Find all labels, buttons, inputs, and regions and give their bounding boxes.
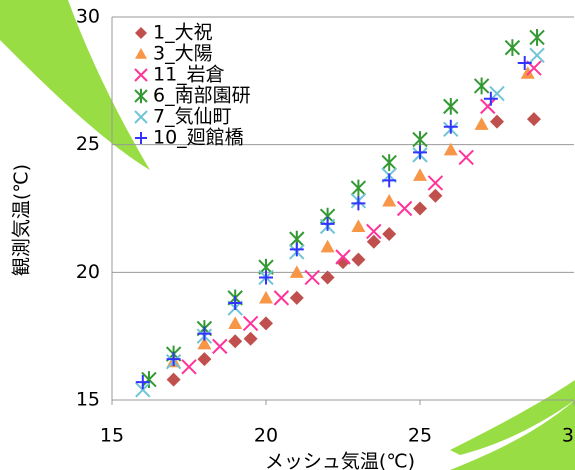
y-tick-label: 20: [76, 261, 100, 283]
point: [351, 253, 365, 267]
point: [490, 115, 504, 129]
point: [213, 339, 227, 353]
point: [259, 316, 273, 330]
legend-marker: [135, 111, 147, 123]
point: [459, 150, 473, 164]
point: [142, 371, 156, 388]
point: [290, 291, 304, 305]
point: [351, 219, 365, 232]
x-axis-label: メッシュ気温(℃): [265, 451, 415, 470]
point: [382, 227, 396, 241]
point: [228, 334, 242, 348]
point: [518, 56, 532, 70]
point: [475, 78, 489, 95]
point: [244, 316, 258, 330]
point: [444, 98, 458, 115]
point: [413, 168, 427, 181]
y-tick-label: 25: [76, 133, 100, 155]
point: [382, 154, 396, 171]
point: [290, 265, 304, 278]
point: [475, 117, 489, 130]
legend-label: 10_廻館橋: [153, 127, 244, 149]
point: [351, 196, 365, 210]
point: [413, 145, 427, 159]
decoration: [450, 380, 575, 470]
point: [505, 39, 519, 56]
point: [274, 291, 288, 305]
point: [321, 217, 335, 231]
point: [197, 352, 211, 366]
point: [481, 99, 495, 113]
point: [351, 180, 365, 197]
point: [398, 202, 412, 216]
y-tick-label: 15: [76, 389, 100, 411]
legend-label: 1_大祝: [153, 22, 213, 44]
y-tick-label: 30: [76, 6, 100, 28]
point: [228, 316, 242, 329]
point: [444, 120, 458, 134]
point: [530, 29, 544, 46]
point: [167, 373, 181, 387]
point: [197, 327, 211, 341]
point: [228, 296, 242, 310]
legend-marker: [135, 132, 147, 144]
point: [428, 176, 442, 190]
point: [321, 240, 335, 253]
legend-marker: [135, 69, 147, 81]
legend-label: 6_南部園研: [153, 85, 251, 107]
point: [530, 48, 544, 62]
legend-marker: [135, 27, 147, 39]
point: [413, 202, 427, 216]
point: [382, 194, 396, 207]
chart: 観測気温(℃) メッシュ気温(℃) 15 20 25 30 15 20 25 30 1_大祝3_…: [0, 0, 575, 470]
x-tick-label: 15: [100, 425, 124, 447]
x-tick-label: 20: [254, 425, 278, 447]
y-axis-label: 観測気温(℃): [11, 164, 33, 276]
point: [527, 112, 541, 126]
legend-label: 7_気仙町: [153, 106, 232, 128]
legend-marker: [135, 48, 147, 59]
point: [259, 291, 273, 304]
point: [244, 332, 258, 346]
point: [182, 360, 196, 374]
x-tick-label: 25: [408, 425, 432, 447]
point: [428, 189, 442, 203]
legend-label: 11_岩倉: [153, 64, 225, 86]
legend-label: 3_大陽: [153, 43, 213, 65]
point: [382, 173, 396, 187]
x-tick-label: 30: [562, 425, 575, 447]
legend-marker: [135, 89, 147, 103]
